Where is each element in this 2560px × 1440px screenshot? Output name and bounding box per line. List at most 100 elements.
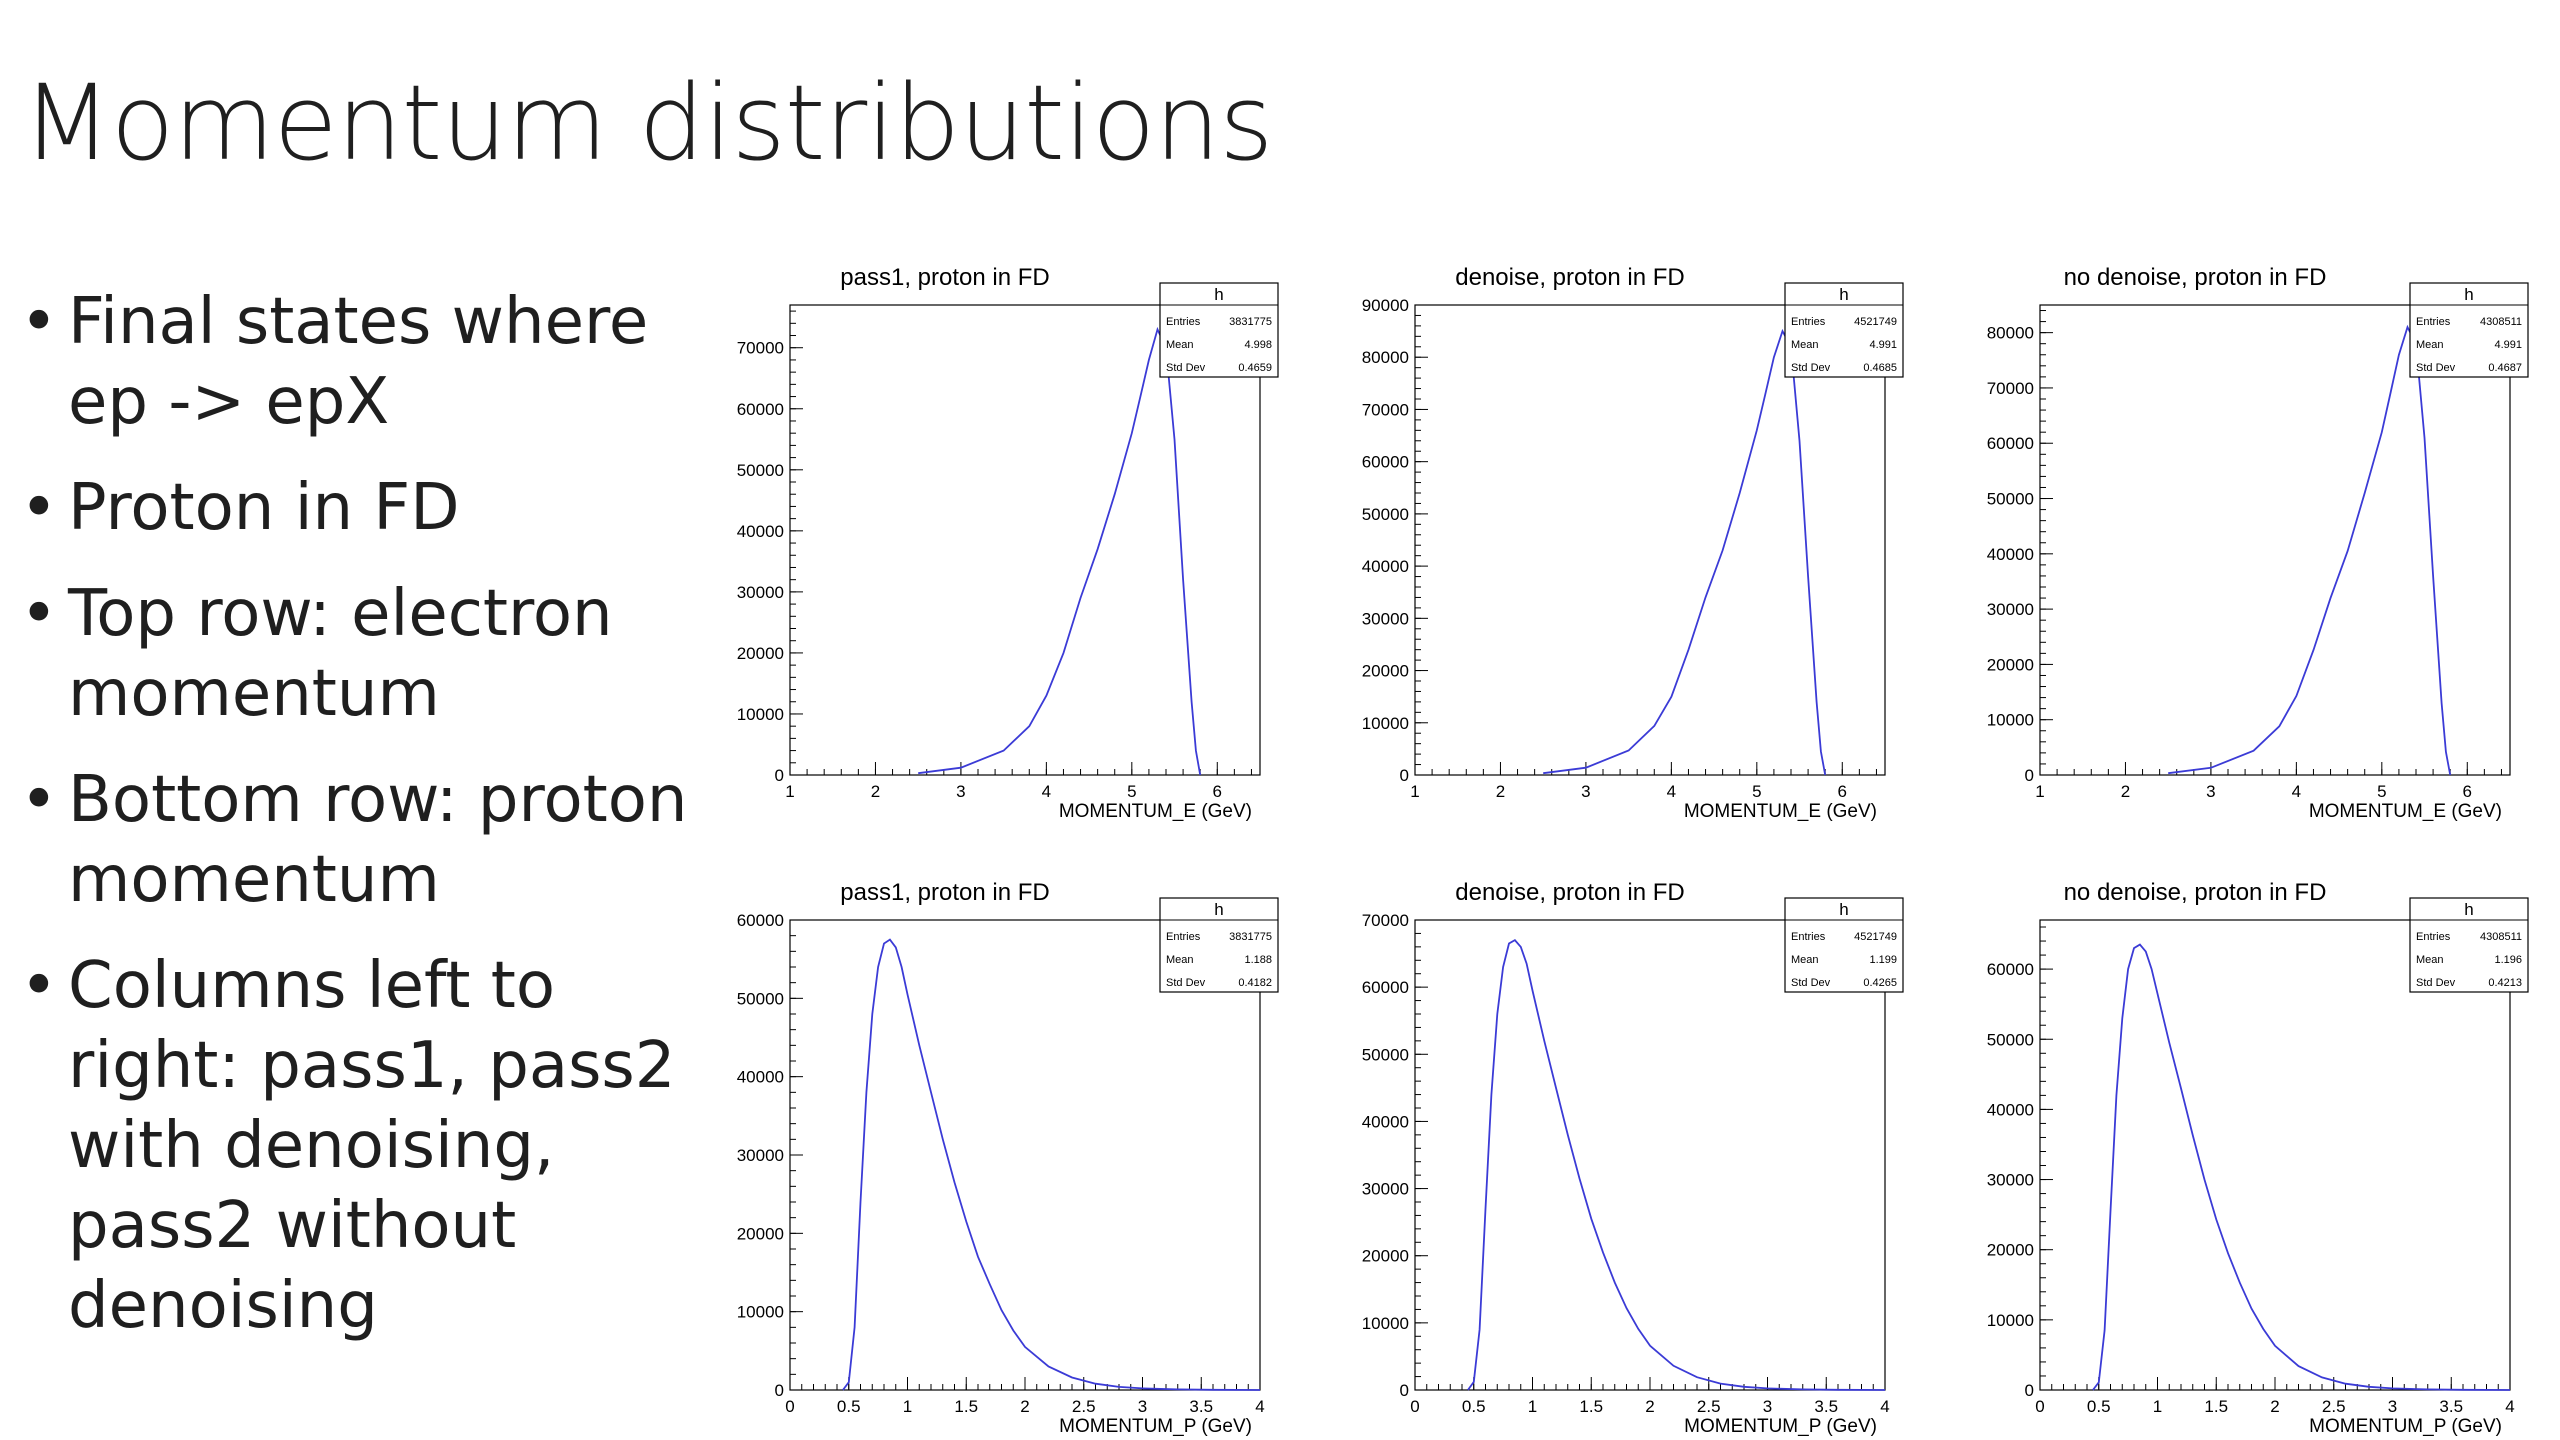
y-tick-label: 0 bbox=[1400, 1381, 1409, 1400]
stats-key: Entries bbox=[1791, 316, 1826, 328]
stats-value: 4521749 bbox=[1854, 316, 1897, 328]
stats-value: 4.998 bbox=[1244, 339, 1272, 351]
x-tick-label: 4 bbox=[1042, 782, 1051, 801]
stats-key: Mean bbox=[1791, 954, 1819, 966]
x-tick-label: 4 bbox=[1255, 1397, 1264, 1416]
y-tick-label: 40000 bbox=[1362, 557, 1409, 576]
stats-value: 0.4182 bbox=[1238, 977, 1272, 989]
y-tick-label: 20000 bbox=[737, 1224, 784, 1243]
stats-value: 0.4687 bbox=[2488, 362, 2522, 374]
x-axis-label: MOMENTUM_P (GeV) bbox=[1684, 1416, 1877, 1437]
y-tick-label: 60000 bbox=[737, 400, 784, 419]
plot-frame bbox=[2039, 304, 2511, 776]
y-tick-label: 70000 bbox=[1362, 911, 1409, 930]
x-tick-label: 6 bbox=[1838, 782, 1847, 801]
y-tick-label: 20000 bbox=[1987, 1241, 2034, 1260]
bullet-list: Final states where ep -> epX Proton in F… bbox=[20, 282, 700, 1372]
x-tick-label: 3.5 bbox=[1189, 1397, 1213, 1416]
y-tick-label: 10000 bbox=[1987, 711, 2034, 730]
x-tick-label: 1 bbox=[1528, 1397, 1537, 1416]
x-tick-label: 5 bbox=[1127, 782, 1136, 801]
y-tick-label: 70000 bbox=[1987, 379, 2034, 398]
y-tick-label: 30000 bbox=[1362, 609, 1409, 628]
stats-value: 4.991 bbox=[2494, 339, 2522, 351]
stats-key: Std Dev bbox=[1791, 362, 1831, 374]
y-tick-label: 30000 bbox=[1987, 1171, 2034, 1190]
histogram-line bbox=[842, 938, 1261, 1391]
y-tick-label: 60000 bbox=[1987, 434, 2034, 453]
stats-name: h bbox=[1839, 900, 1848, 919]
stats-key: Entries bbox=[1166, 316, 1201, 328]
y-tick-label: 30000 bbox=[737, 1146, 784, 1165]
y-tick-label: 50000 bbox=[1362, 505, 1409, 524]
x-tick-label: 2 bbox=[871, 782, 880, 801]
bullet-item: Columns left to right: pass1, pass2 with… bbox=[20, 946, 700, 1346]
x-tick-label: 3.5 bbox=[1814, 1397, 1838, 1416]
x-axis-label: MOMENTUM_P (GeV) bbox=[2309, 1416, 2502, 1437]
x-tick-label: 5 bbox=[1752, 782, 1761, 801]
x-tick-label: 1 bbox=[2153, 1397, 2162, 1416]
stats-value: 4521749 bbox=[1854, 931, 1897, 943]
x-tick-label: 3 bbox=[1581, 782, 1590, 801]
x-tick-label: 2 bbox=[2270, 1397, 2279, 1416]
stats-name: h bbox=[2464, 285, 2473, 304]
stats-key: Std Dev bbox=[1166, 977, 1206, 989]
x-tick-label: 2 bbox=[1496, 782, 1505, 801]
y-tick-label: 60000 bbox=[737, 911, 784, 930]
stats-key: Entries bbox=[2416, 931, 2451, 943]
histogram-panel: pass1, proton in FD 0 0.5 1 1.5 2 2.5 3 3.5 4 0 100… bbox=[737, 879, 1279, 1437]
y-tick-label: 80000 bbox=[1362, 348, 1409, 367]
y-tick-label: 50000 bbox=[737, 989, 784, 1008]
x-tick-label: 3 bbox=[1138, 1397, 1147, 1416]
stats-value: 4308511 bbox=[2480, 931, 2522, 943]
y-tick-label: 60000 bbox=[1362, 978, 1409, 997]
y-tick-label: 0 bbox=[2025, 766, 2034, 785]
stats-name: h bbox=[1214, 285, 1223, 304]
x-tick-label: 3 bbox=[2388, 1397, 2397, 1416]
x-tick-label: 1 bbox=[785, 782, 794, 801]
x-tick-label: 2.5 bbox=[1072, 1397, 1096, 1416]
y-tick-label: 60000 bbox=[1362, 453, 1409, 472]
y-tick-label: 10000 bbox=[1362, 714, 1409, 733]
x-tick-label: 1 bbox=[2035, 782, 2044, 801]
histogram-line bbox=[1543, 328, 1827, 776]
x-tick-label: 3 bbox=[1763, 1397, 1772, 1416]
y-tick-label: 10000 bbox=[737, 1303, 784, 1322]
stats-value: 1.199 bbox=[1869, 954, 1897, 966]
chart-title: no denoise, proton in FD bbox=[2064, 264, 2327, 291]
histogram-panel: denoise, proton in FD 0 0.5 1 1.5 2 2.5 3 3.5 4 0 1… bbox=[1362, 879, 1904, 1437]
x-tick-label: 2.5 bbox=[2322, 1397, 2346, 1416]
x-axis-label: MOMENTUM_P (GeV) bbox=[1059, 1416, 1252, 1437]
y-tick-label: 20000 bbox=[1362, 1247, 1409, 1266]
x-tick-label: 1 bbox=[1410, 782, 1419, 801]
stats-value: 0.4265 bbox=[1863, 977, 1897, 989]
x-tick-label: 0.5 bbox=[837, 1397, 861, 1416]
x-tick-label: 3 bbox=[956, 782, 965, 801]
stats-key: Entries bbox=[1166, 931, 1201, 943]
y-tick-label: 50000 bbox=[1362, 1045, 1409, 1064]
stats-value: 4308511 bbox=[2480, 316, 2522, 328]
y-tick-label: 0 bbox=[775, 766, 784, 785]
x-tick-label: 6 bbox=[2463, 782, 2472, 801]
stats-key: Mean bbox=[1166, 954, 1194, 966]
y-tick-label: 40000 bbox=[1987, 545, 2034, 564]
x-tick-label: 0 bbox=[1410, 1397, 1419, 1416]
stats-value: 3831775 bbox=[1229, 316, 1272, 328]
x-tick-label: 1 bbox=[903, 1397, 912, 1416]
y-tick-label: 20000 bbox=[737, 644, 784, 663]
x-tick-label: 6 bbox=[1213, 782, 1222, 801]
histogram-line bbox=[918, 326, 1202, 776]
slide-title: Momentum distributions bbox=[22, 62, 1273, 184]
bullet-item: Proton in FD bbox=[20, 468, 700, 548]
chart-title: denoise, proton in FD bbox=[1455, 264, 1684, 291]
x-tick-label: 3.5 bbox=[2439, 1397, 2463, 1416]
stats-box bbox=[1784, 282, 1904, 378]
x-tick-label: 0.5 bbox=[1462, 1397, 1486, 1416]
y-tick-label: 30000 bbox=[737, 583, 784, 602]
stats-key: Mean bbox=[2416, 339, 2444, 351]
x-tick-label: 1.5 bbox=[954, 1397, 978, 1416]
x-tick-label: 4 bbox=[2292, 782, 2301, 801]
plot-frame bbox=[1414, 304, 1886, 776]
histogram-line bbox=[1467, 938, 1886, 1391]
stats-name: h bbox=[1839, 285, 1848, 304]
